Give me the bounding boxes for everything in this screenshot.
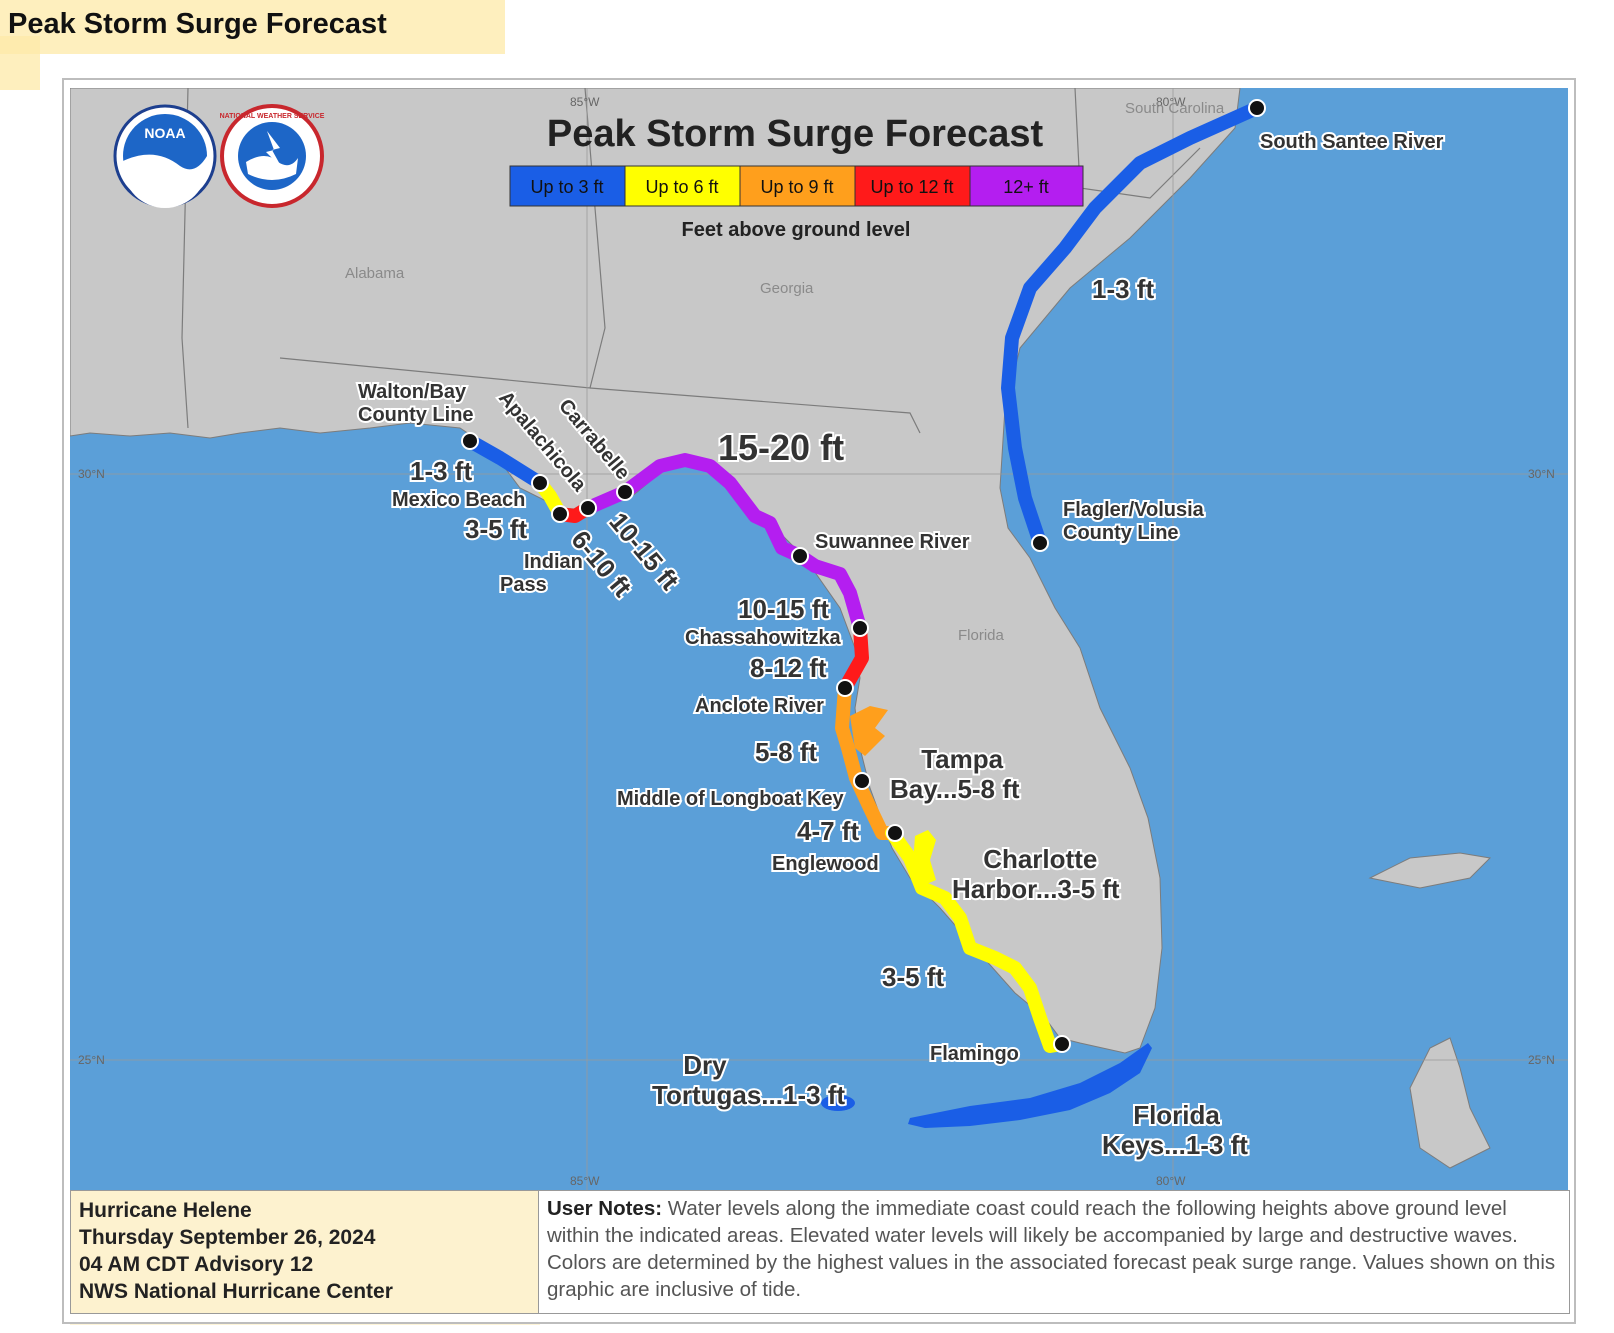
legend-swatch-up-to-6 xyxy=(624,165,741,207)
label-indian-pass: Indian Pass xyxy=(500,551,583,596)
point-flagler-volusia xyxy=(1031,534,1049,552)
land-bahamas xyxy=(1368,852,1492,889)
point-suwannee-river xyxy=(791,547,809,565)
storm-name: Hurricane Helene xyxy=(79,1199,252,1222)
legend-label-up-to-12: Up to 12 ft xyxy=(870,177,953,197)
range-8-12: 8-12 ft xyxy=(750,653,827,683)
user-notes-text: Water levels along the immediate coast c… xyxy=(547,1197,1556,1301)
legend-swatch-up-to-9 xyxy=(739,165,856,207)
point-walton-bay xyxy=(461,432,479,450)
map-title: Peak Storm Surge Forecast xyxy=(547,113,1044,155)
grid-label-30n-right: 30°N xyxy=(1528,467,1555,481)
legend-label-up-to-9: Up to 9 ft xyxy=(760,177,833,197)
surge-segment-yellow-southwest xyxy=(885,826,1069,1053)
heading-highlight-tail xyxy=(0,36,40,90)
point-mexico-beach xyxy=(531,474,549,492)
state-label-alabama: Alabama xyxy=(345,265,405,282)
grid-label-85w-bottom: 85°W xyxy=(570,1174,600,1188)
label-south-santee: South Santee River xyxy=(1260,131,1444,153)
legend-caption: Feet above ground level xyxy=(682,219,911,241)
area-dry-tortugas: Dry Tortugas...1-3 ft xyxy=(652,1050,845,1110)
surge-map: 85°W 80°W 85°W 80°W 30°N 30°N 25°N 25°N … xyxy=(70,88,1568,1190)
florida-keys xyxy=(908,1043,1152,1128)
point-englewood xyxy=(886,824,904,842)
charlotte-harbor-fill xyxy=(913,830,936,886)
state-label-florida: Florida xyxy=(958,627,1005,644)
label-suwannee-river: Suwannee River xyxy=(815,531,970,553)
advisory-number: 04 AM CDT Advisory 12 xyxy=(79,1253,314,1276)
grid-label-25n-right: 25°N xyxy=(1528,1053,1555,1067)
legend-label-12-plus: 12+ ft xyxy=(1003,177,1049,197)
label-chassahowitzka: Chassahowitzka xyxy=(685,627,841,649)
surge-segment-blue-panhandle xyxy=(463,434,547,490)
point-carrabelle xyxy=(616,483,634,501)
point-south-santee xyxy=(1248,99,1266,117)
range-4-7: 4-7 ft xyxy=(797,816,859,846)
state-label-georgia: Georgia xyxy=(760,280,814,297)
issuer: NWS National Hurricane Center xyxy=(79,1280,393,1303)
grid-label-85w-top: 85°W xyxy=(570,95,600,109)
legend: Up to 3 ft Up to 6 ft Up to 9 ft Up to 1… xyxy=(509,165,1084,241)
label-mexico-beach: Mexico Beach xyxy=(392,489,525,511)
dry-tortugas-island xyxy=(821,1095,855,1111)
range-3-5-southwest: 3-5 ft xyxy=(882,962,944,992)
area-florida-keys: Florida Keys...1-3 ft xyxy=(1102,1100,1248,1160)
grid-label-25n-left: 25°N xyxy=(78,1053,105,1067)
grid-label-80w-bottom: 80°W xyxy=(1156,1174,1186,1188)
heading-highlight xyxy=(0,0,505,54)
legend-label-up-to-6: Up to 6 ft xyxy=(645,177,718,197)
surge-segment-red-chassahowitzka xyxy=(838,621,869,695)
user-notes: User Notes: Water levels along the immed… xyxy=(539,1191,1569,1313)
grid-label-30n-left: 30°N xyxy=(78,467,105,481)
range-1-3-atlantic: 1-3 ft xyxy=(1092,274,1154,304)
legend-label-up-to-3: Up to 3 ft xyxy=(530,177,603,197)
legend-swatch-12-plus xyxy=(969,165,1084,207)
user-notes-label: User Notes: xyxy=(547,1197,663,1220)
surge-segment-blue-atlantic xyxy=(1001,101,1264,550)
point-indian-pass xyxy=(551,505,569,523)
label-longboat-key: Middle of Longboat Key xyxy=(617,788,845,810)
point-longboat-key xyxy=(853,772,871,790)
range-15-20: 15-20 ft xyxy=(718,427,844,468)
point-chassahowitzka xyxy=(851,619,869,637)
noaa-logo: NOAA xyxy=(113,104,217,208)
point-flamingo xyxy=(1053,1035,1071,1053)
label-anclote-river: Anclote River xyxy=(695,695,824,717)
label-walton-bay-1: Walton/Bay County Line xyxy=(358,381,474,426)
legend-swatch-up-to-3 xyxy=(509,165,626,207)
svg-text:NOAA: NOAA xyxy=(144,125,185,141)
label-englewood: Englewood xyxy=(772,853,879,875)
grid-label-80w-top: 80°W xyxy=(1156,95,1186,109)
state-label-south-carolina: South Carolina xyxy=(1125,100,1225,117)
page-heading: Peak Storm Surge Forecast xyxy=(8,8,387,40)
area-charlotte-harbor: Charlotte Harbor...3-5 ft xyxy=(952,844,1120,904)
tampa-bay-fill xyxy=(850,706,888,756)
range-1-3-panhandle: 1-3 ft xyxy=(410,456,472,486)
surge-segment-purple-bigbend xyxy=(581,453,867,635)
advisory-date: Thursday September 26, 2024 xyxy=(79,1226,376,1249)
range-3-5-mexico-beach: 3-5 ft xyxy=(465,514,527,544)
svg-text:NATIONAL WEATHER SERVICE: NATIONAL WEATHER SERVICE xyxy=(220,113,325,120)
advisory-info-box: Hurricane Helene Thursday September 26, … xyxy=(70,1190,1570,1314)
range-5-8: 5-8 ft xyxy=(755,737,817,767)
area-tampa-bay: Tampa Bay...5-8 ft xyxy=(890,744,1020,804)
point-apalachicola xyxy=(579,499,597,517)
point-anclote-river xyxy=(836,679,854,697)
range-10-15-lower: 10-15 ft xyxy=(738,594,829,624)
land-andros xyxy=(1409,1037,1491,1169)
label-flamingo: Flamingo xyxy=(930,1043,1019,1065)
label-flagler-volusia: Flagler/Volusia County Line xyxy=(1063,499,1205,544)
advisory-details: Hurricane Helene Thursday September 26, … xyxy=(71,1191,539,1313)
legend-swatch-up-to-12 xyxy=(854,165,971,207)
national-weather-service-logo: NATIONAL WEATHER SERVICE xyxy=(220,104,325,208)
